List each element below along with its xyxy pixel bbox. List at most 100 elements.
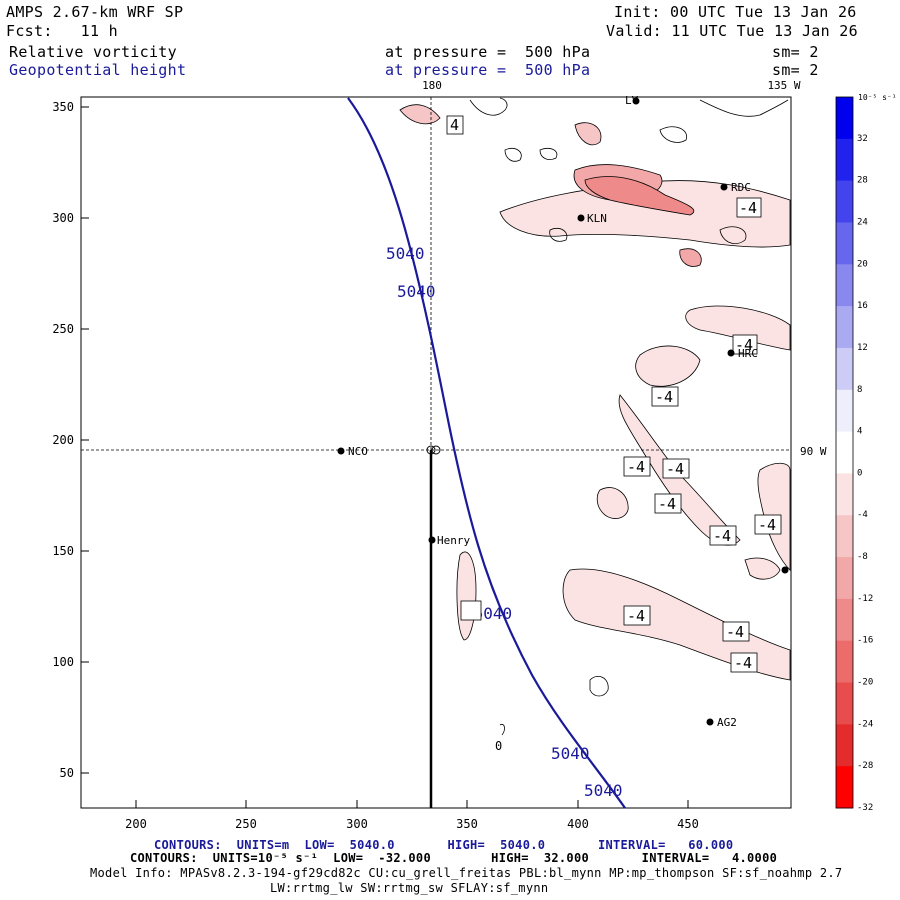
x-tick-label: 300	[346, 817, 368, 831]
colorbar-tick-label: -16	[857, 636, 873, 646]
vort-label: -4	[655, 388, 673, 406]
station-marker	[781, 566, 789, 574]
x-tick-label: 250	[235, 817, 257, 831]
model-title: AMPS 2.67-km WRF SP	[6, 3, 184, 21]
vort-label: -4	[735, 336, 753, 354]
colorbar-tick-label: -24	[857, 719, 873, 729]
colorbar-tick-label: 24	[857, 217, 868, 227]
colorbar-tick-label: -28	[857, 761, 873, 771]
y-axis-labels: 350 300 250 200 150 100 50	[52, 100, 74, 780]
x-axis-labels: 200 250 300 350 400 450	[125, 817, 699, 831]
colorbar-tick-label: 16	[857, 301, 868, 311]
lon-label-135w: 135 W	[767, 79, 800, 92]
x-tick-label: 450	[677, 817, 699, 831]
colorbar-segment	[836, 724, 853, 767]
height-label: 5040	[397, 282, 436, 301]
colorbar-segment	[836, 682, 853, 725]
contours-height-info: CONTOURS: UNITS=m LOW= 5040.0 HIGH= 5040…	[154, 838, 734, 852]
vorticity-detail-contours	[399, 97, 789, 736]
y-tick-label: 200	[52, 433, 74, 447]
vorticity-labels: 4 -4 -4 -4 -4 -4 -4 -4 -4 -4 -4 -4 0	[446, 115, 782, 753]
vort-label: 4	[450, 116, 459, 134]
station-marker	[337, 447, 345, 455]
colorbar-tick-label: 32	[857, 134, 868, 144]
y-tick-label: 350	[52, 100, 74, 114]
vort-label: -4	[666, 460, 684, 478]
field2-level: at pressure = 500 hPa	[385, 61, 591, 79]
contours-vorticity-info: CONTOURS: UNITS=10⁻⁵ s⁻¹ LOW= -32.000 HI…	[130, 851, 778, 865]
station-marker	[577, 214, 585, 222]
colorbar-units: 10⁻⁵ s⁻¹	[858, 93, 897, 102]
x-tick-label: 350	[456, 817, 478, 831]
station-marker	[428, 536, 436, 544]
colorbar-segment	[836, 598, 853, 642]
station-marker	[727, 349, 735, 357]
height-label: 5040	[386, 244, 425, 263]
x-tick-label: 200	[125, 817, 147, 831]
colorbar-segment	[836, 347, 853, 391]
vort-label: -4	[758, 516, 776, 534]
x-tick-label: 400	[567, 817, 589, 831]
colorbar-tick-label: -20	[857, 678, 873, 688]
y-tick-label: 50	[60, 766, 74, 780]
lon-label-90w: 90 W	[800, 445, 827, 458]
station-label: LV	[625, 94, 639, 107]
colorbar-segment	[836, 515, 853, 558]
colorbar-tick-label: 0	[857, 468, 862, 478]
colorbar-segment	[836, 557, 853, 600]
colorbar-tick-label: 20	[857, 259, 868, 269]
station-label: RDC	[731, 181, 751, 194]
colorbar-segment	[836, 264, 853, 307]
colorbar-segment	[836, 389, 853, 433]
station-marker	[706, 718, 714, 726]
field1-smoothing: sm= 2	[772, 43, 819, 61]
stations: NCO Henry KLN RDC HRC AG2 LV	[337, 94, 789, 729]
colorbar-segment	[836, 138, 853, 182]
station-label: KLN	[587, 212, 607, 225]
height-label: 5040	[551, 744, 590, 763]
colorbar-segment	[836, 473, 853, 516]
model-info: Model Info: MPASv8.2.3-194-gf29cd82c CU:…	[90, 866, 843, 880]
station-marker	[720, 183, 728, 191]
colorbar-segment	[836, 766, 853, 809]
station-marker	[632, 97, 640, 105]
colorbar-tick-label: -4	[857, 510, 868, 520]
vort-label: -4	[726, 623, 744, 641]
colorbar-ticks: 32 28 24 20 16 12 8 4 0 -4 -8 -12 -16 -20 -24 -28 -32	[857, 134, 873, 813]
axis-ticks	[81, 106, 689, 808]
height-contour-5040	[347, 97, 626, 809]
lon-label-180: 180	[422, 79, 442, 92]
colorbar-tick-label: -8	[857, 552, 868, 562]
y-tick-label: 250	[52, 322, 74, 336]
model-info-physics: LW:rrtmg_lw SW:rrtmg_sw SFLAY:sf_mynn	[270, 881, 549, 895]
station-label: HRC	[738, 347, 758, 360]
colorbar-segment	[836, 306, 853, 349]
height-label: 5040	[584, 781, 623, 800]
y-tick-label: 300	[52, 211, 74, 225]
field2-smoothing: sm= 2	[772, 61, 819, 79]
field2-name: Geopotential height	[9, 61, 187, 79]
vort-label: -4	[734, 654, 752, 672]
vort-label: -4	[627, 607, 645, 625]
colorbar-segment	[836, 222, 853, 265]
colorbar-tick-label: 4	[857, 427, 862, 437]
colorbar-tick-label: 28	[857, 176, 868, 186]
vort-label: -4	[713, 527, 731, 545]
color-bar	[835, 96, 854, 809]
colorbar-segment	[836, 180, 853, 223]
forecast-hour: Fcst: 11 h	[6, 22, 118, 40]
station-label: Henry	[437, 534, 470, 547]
vort-label: -4	[658, 495, 676, 513]
zero-label: 0	[495, 739, 502, 753]
init-time: Init: 00 UTC Tue 13 Jan 26	[614, 3, 857, 21]
colorbar-tick-label: -12	[857, 594, 873, 604]
y-tick-label: 100	[52, 655, 74, 669]
colorbar-tick-label: 12	[857, 343, 868, 353]
station-label: AG2	[717, 716, 737, 729]
colorbar-segment	[836, 640, 853, 684]
field1-level: at pressure = 500 hPa	[385, 43, 591, 61]
vort-label: -4	[739, 199, 757, 217]
colorbar-segment	[836, 97, 853, 140]
field1-name: Relative vorticity	[9, 43, 177, 61]
